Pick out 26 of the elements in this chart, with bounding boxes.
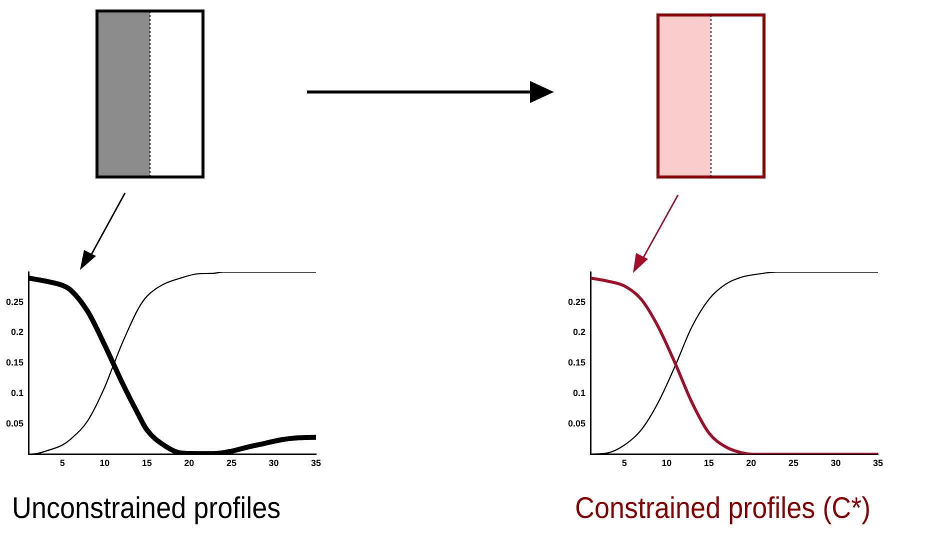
y-tick-label: 0.25 [6,296,24,307]
y-tick-label: 0.2 [11,327,24,338]
y-tick-label: 0.1 [11,388,24,398]
x-tick-label: 10 [100,458,110,468]
x-tick-label: 15 [704,458,714,468]
x-tick-label: 5 [60,458,65,468]
x-tick-label: 5 [622,458,627,468]
x-tick-label: 20 [184,458,194,468]
y-tick-label: 0.05 [568,418,586,428]
y-tick-label: 0.05 [6,418,24,428]
x-tick-label: 30 [268,458,279,468]
x-tick-label: 35 [310,458,322,468]
text: Unconstrained profiles [12,492,281,526]
y-tick-label: 0.2 [573,327,586,338]
x-tick-label: 25 [226,458,236,468]
x-tick-label: 25 [788,458,798,468]
x-tick-label: 30 [830,458,841,468]
x-tick-label: 15 [142,458,152,468]
x-tick-label: 10 [662,458,672,468]
y-tick-label: 0.15 [568,358,586,368]
y-tick-label: 0.1 [573,388,586,398]
y-tick-label: 0.25 [568,296,586,307]
text: Constrained profiles (C*) [575,492,871,526]
y-tick-label: 0.15 [6,358,24,368]
x-tick-label: 20 [746,458,756,468]
x-tick-label: 35 [872,458,884,468]
